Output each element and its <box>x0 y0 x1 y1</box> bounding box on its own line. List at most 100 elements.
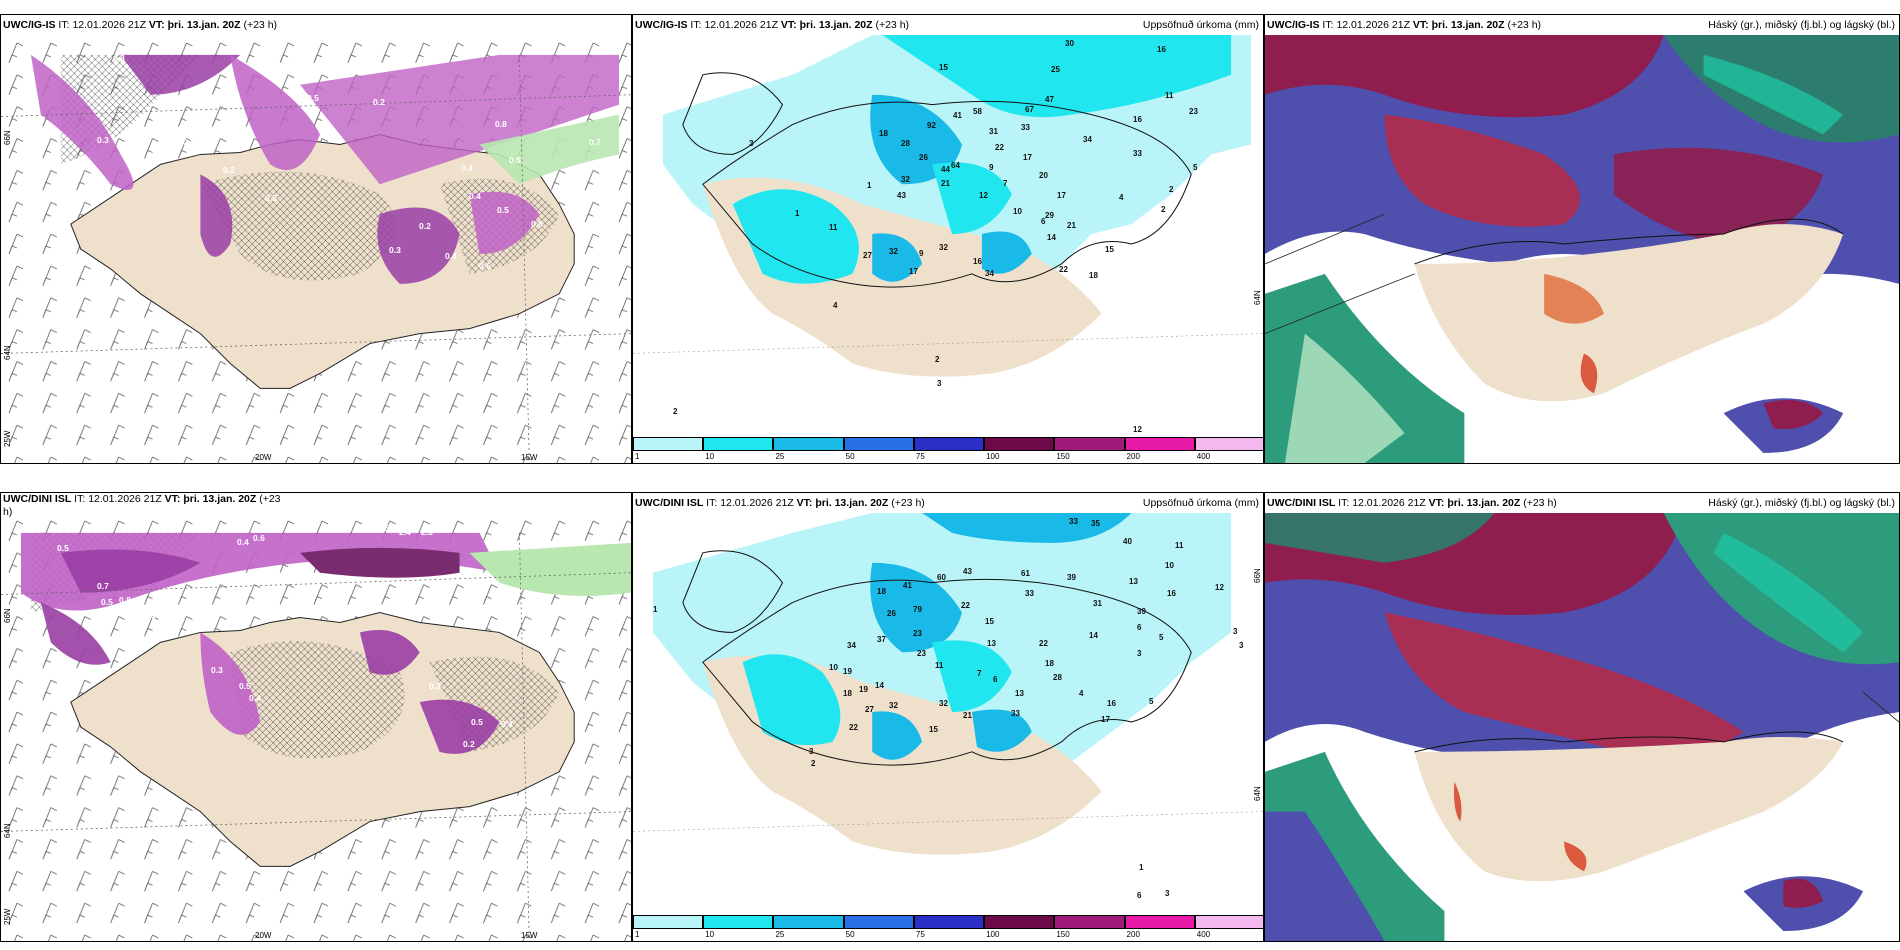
precip-value: 3 <box>809 747 814 756</box>
precip-value: 31 <box>1093 599 1102 608</box>
colorbar-tick-label: 25 <box>775 452 785 461</box>
precip-value: 3 <box>1239 641 1244 650</box>
colorbar-tick-label: 100 <box>986 452 1000 461</box>
colorbar-tick-label: 10 <box>705 930 715 939</box>
colorbar-tick-label: 25 <box>775 930 785 939</box>
contour-label: 0.6 <box>253 533 265 543</box>
precip-value: 43 <box>897 191 906 200</box>
precip-colorbar: 1 10 25 50 75 100 150 200 400 <box>633 437 1263 463</box>
precip-value: 21 <box>963 711 972 720</box>
precip-value: 39 <box>1067 573 1076 582</box>
lat-label-66n: 66N <box>3 608 12 623</box>
precip-value: 5 <box>1149 697 1154 706</box>
colorbar-swatch <box>633 915 704 929</box>
precip-value: 43 <box>963 567 972 576</box>
precip-value: 33 <box>1011 709 1020 718</box>
precip-value: 23 <box>917 649 926 658</box>
colorbar-swatch <box>984 437 1055 451</box>
precip-value: 18 <box>877 587 886 596</box>
contour-label: 0.5 <box>497 205 509 215</box>
precip-value: 21 <box>941 179 950 188</box>
contour-label: 0.3 <box>211 665 223 675</box>
precip-value: 34 <box>847 641 856 650</box>
panel-title-right: Uppsöfnuð úrkoma (mm) <box>1142 497 1259 509</box>
precip-value: 14 <box>1089 631 1098 640</box>
precip-value: 2 <box>935 355 940 364</box>
precip-value: 40 <box>1123 537 1132 546</box>
precip-value: 61 <box>1021 569 1030 578</box>
precip-value: 26 <box>887 609 896 618</box>
precip-value: 3 <box>937 379 942 388</box>
precip-value: 64 <box>951 161 960 170</box>
precip-value: 29 <box>1045 211 1054 220</box>
precip-colorbar: 1 10 25 50 75 100 150 200 400 <box>633 915 1263 941</box>
colorbar-tick-label: 75 <box>915 930 925 939</box>
contour-label: 0.6 <box>183 137 195 147</box>
precip-value: 32 <box>901 175 910 184</box>
contour-label: 0.4 <box>501 719 513 729</box>
precip-value: 26 <box>919 153 928 162</box>
precip-value: 30 <box>1065 39 1074 48</box>
contour-label: 0.2 <box>463 739 475 749</box>
precip-value: 44 <box>941 165 950 174</box>
panel-ig-is-clouds: UWC/IG-IS IT: 12.01.2026 21Z VT: þri. 13… <box>1264 14 1900 464</box>
contour-label: 0.4 <box>249 693 261 703</box>
contour-label: 0.5 <box>471 717 483 727</box>
precip-value: 6 <box>1137 623 1142 632</box>
precip-value: 2 <box>1161 205 1166 214</box>
precip-value: 21 <box>1067 221 1076 230</box>
colorbar-swatch <box>773 437 844 451</box>
colorbar-swatch <box>1194 437 1263 451</box>
colorbar-swatch <box>843 437 914 451</box>
colorbar-tick-label: 400 <box>1196 452 1211 461</box>
precip-value: 92 <box>927 121 936 130</box>
precip-value: 60 <box>937 573 946 582</box>
lon-label-25w: 25W <box>3 430 12 447</box>
colorbar-tick-label: 75 <box>915 452 925 461</box>
precip-value: 28 <box>901 139 910 148</box>
precip-value: 10 <box>1165 561 1174 570</box>
precip-value: 32 <box>889 701 898 710</box>
precip-value: 34 <box>985 269 994 278</box>
contour-label: 0.4 <box>269 51 281 61</box>
precip-value: 2 <box>811 759 816 768</box>
precip-value: 22 <box>995 143 1004 152</box>
colorbar-tick-label: 200 <box>1126 452 1140 461</box>
precip-value: 19 <box>843 667 852 676</box>
lat-label-64n: 64N <box>1253 290 1262 305</box>
contour-label: 0.7 <box>589 137 601 147</box>
precip-value: 41 <box>903 581 912 590</box>
precip-value: 3 <box>1233 627 1238 636</box>
colorbar-tick-label: 200 <box>1126 930 1140 939</box>
colorbar-swatch <box>913 437 985 451</box>
precip-value: 16 <box>1107 699 1116 708</box>
precip-value: 58 <box>973 107 982 116</box>
precip-value: 13 <box>1015 689 1024 698</box>
precip-value: 17 <box>1057 191 1066 200</box>
precip-value: 3 <box>749 139 754 148</box>
precip-value: 14 <box>875 681 884 690</box>
precip-value: 33 <box>1021 123 1030 132</box>
precip-value: 22 <box>1039 639 1048 648</box>
colorbar-swatch <box>1124 437 1195 451</box>
precip-value: 15 <box>939 63 948 72</box>
precip-value: 1 <box>867 181 872 190</box>
colorbar-swatch <box>703 437 774 451</box>
panel-header: UWC/IG-IS IT: 12.01.2026 21Z VT: þri. 13… <box>1265 15 1899 35</box>
contour-label: 0.5 <box>307 93 319 103</box>
precip-value: 12 <box>1133 425 1142 434</box>
precip-value: 32 <box>939 243 948 252</box>
precip-value: 22 <box>1059 265 1068 274</box>
precip-value: 34 <box>1083 135 1092 144</box>
precip-value: 1 <box>653 605 658 614</box>
precip-value: 28 <box>1053 673 1062 682</box>
colorbar-swatch <box>984 915 1055 929</box>
precip-value: 27 <box>865 705 874 714</box>
precip-value: 18 <box>1089 271 1098 280</box>
precip-value: 22 <box>961 601 970 610</box>
precip-value: 19 <box>859 685 868 694</box>
precip-value: 35 <box>1091 519 1100 528</box>
panel-dini-clouds: UWC/DINI ISL IT: 12.01.2026 21Z VT: þri.… <box>1264 492 1900 942</box>
precip-value: 47 <box>1045 95 1054 104</box>
contour-label: 0.7 <box>97 581 109 591</box>
